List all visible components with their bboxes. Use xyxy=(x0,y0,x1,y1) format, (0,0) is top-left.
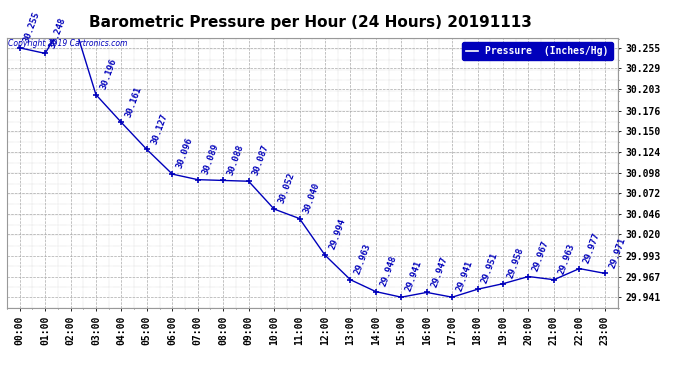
Text: 29.958: 29.958 xyxy=(506,246,525,279)
Text: 30.161: 30.161 xyxy=(124,85,144,118)
Text: 30.096: 30.096 xyxy=(175,136,195,170)
Text: 29.948: 29.948 xyxy=(379,254,398,288)
Text: 29.963: 29.963 xyxy=(557,242,576,276)
Text: 30.300: 30.300 xyxy=(0,374,1,375)
Text: 30.089: 30.089 xyxy=(201,142,220,176)
Text: 29.994: 29.994 xyxy=(328,217,347,251)
Text: 30.040: 30.040 xyxy=(302,181,322,214)
Text: 30.255: 30.255 xyxy=(22,10,42,44)
Legend: Pressure  (Inches/Hg): Pressure (Inches/Hg) xyxy=(462,42,613,60)
Text: 30.088: 30.088 xyxy=(226,143,246,176)
Text: 29.941: 29.941 xyxy=(455,260,475,293)
Text: 30.127: 30.127 xyxy=(150,112,169,145)
Text: 30.196: 30.196 xyxy=(99,57,118,90)
Text: 30.087: 30.087 xyxy=(251,144,271,177)
Text: Copyright 2019 Cartronics.com: Copyright 2019 Cartronics.com xyxy=(8,39,127,48)
Text: 29.941: 29.941 xyxy=(404,260,424,293)
Text: 29.951: 29.951 xyxy=(480,252,500,285)
Text: 30.052: 30.052 xyxy=(277,171,296,205)
Text: Barometric Pressure per Hour (24 Hours) 20191113: Barometric Pressure per Hour (24 Hours) … xyxy=(89,15,532,30)
Text: 29.947: 29.947 xyxy=(429,255,449,288)
Text: 29.963: 29.963 xyxy=(353,242,373,276)
Text: 30.248: 30.248 xyxy=(48,16,68,49)
Text: 29.977: 29.977 xyxy=(582,231,602,264)
Text: 29.971: 29.971 xyxy=(608,236,627,269)
Text: 29.967: 29.967 xyxy=(531,239,551,272)
